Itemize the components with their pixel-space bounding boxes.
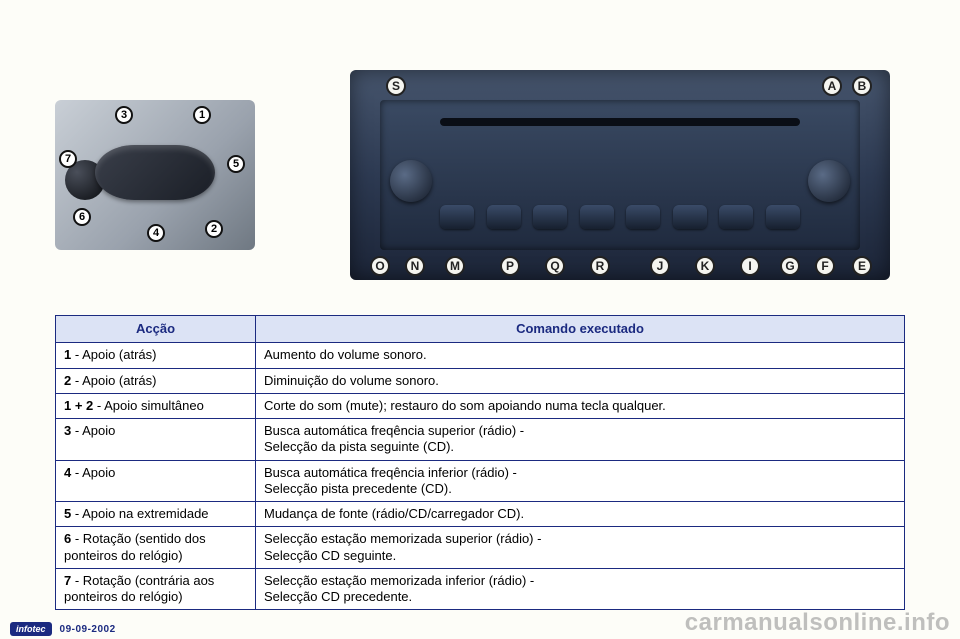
action-text: - Apoio (atrás) — [71, 347, 156, 362]
action-text: - Apoio — [71, 423, 115, 438]
cell-action: 3 - Apoio — [56, 419, 256, 461]
action-text: - Rotação (sentido dos ponteiros do reló… — [64, 531, 206, 562]
radio-diagram-wrap: S A B O N M P Q R J K I G F E — [320, 70, 920, 280]
preset-button — [487, 205, 521, 229]
cell-command: Mudança de fonte (rádio/CD/carregador CD… — [256, 502, 905, 527]
stalk-num-3: 3 — [115, 106, 133, 124]
action-text: - Apoio (atrás) — [71, 373, 156, 388]
preset-button — [533, 205, 567, 229]
table-body: 1 - Apoio (atrás) Aumento do volume sono… — [56, 343, 905, 610]
table-row: 6 - Rotação (sentido dos ponteiros do re… — [56, 527, 905, 569]
cell-command: Selecção estação memorizada inferior (rá… — [256, 568, 905, 610]
cd-slot — [440, 118, 800, 126]
footer-date: 09-09-2002 — [60, 624, 116, 635]
table-row: 1 + 2 - Apoio simultâneo Corte do som (m… — [56, 393, 905, 418]
cell-command: Busca automática freqência superior (rád… — [256, 419, 905, 461]
callout-S: S — [386, 76, 406, 96]
stalk-num-4: 4 — [147, 224, 165, 242]
preset-button — [626, 205, 660, 229]
callout-K: K — [695, 256, 715, 276]
header-action: Acção — [56, 316, 256, 343]
stalk-diagram-wrap: 3 1 5 7 6 4 2 — [40, 100, 270, 250]
callout-F: F — [815, 256, 835, 276]
action-text: - Apoio simultâneo — [93, 398, 204, 413]
table-row: 1 - Apoio (atrás) Aumento do volume sono… — [56, 343, 905, 368]
table-row: 5 - Apoio na extremidade Mudança de font… — [56, 502, 905, 527]
cell-command: Diminuição do volume sonoro. — [256, 368, 905, 393]
cell-command: Aumento do volume sonoro. — [256, 343, 905, 368]
right-dial — [808, 160, 850, 202]
stalk-num-7: 7 — [59, 150, 77, 168]
callout-B: B — [852, 76, 872, 96]
command-table-wrap: Acção Comando executado 1 - Apoio (atrás… — [55, 315, 905, 610]
cell-action: 7 - Rotação (contrária aos ponteiros do … — [56, 568, 256, 610]
callout-Q: Q — [545, 256, 565, 276]
table-header-row: Acção Comando executado — [56, 316, 905, 343]
preset-button — [673, 205, 707, 229]
action-text: - Apoio — [71, 465, 115, 480]
cell-action: 2 - Apoio (atrás) — [56, 368, 256, 393]
watermark: carmanualsonline.info — [685, 609, 950, 637]
page: 3 1 5 7 6 4 2 — [0, 0, 960, 639]
table-row: 2 - Apoio (atrás) Diminuição do volume s… — [56, 368, 905, 393]
callout-M: M — [445, 256, 465, 276]
cell-command: Busca automática freqência inferior (rád… — [256, 460, 905, 502]
callout-G: G — [780, 256, 800, 276]
cell-action: 1 - Apoio (atrás) — [56, 343, 256, 368]
stalk-num-2: 2 — [205, 220, 223, 238]
preset-button — [719, 205, 753, 229]
cell-action: 1 + 2 - Apoio simultâneo — [56, 393, 256, 418]
callout-A: A — [822, 76, 842, 96]
header-command: Comando executado — [256, 316, 905, 343]
stalk-num-5: 5 — [227, 155, 245, 173]
stalk-num-1: 1 — [193, 106, 211, 124]
table-row: 7 - Rotação (contrária aos ponteiros do … — [56, 568, 905, 610]
preset-button — [580, 205, 614, 229]
preset-button-row — [440, 205, 800, 235]
stalk-num-6: 6 — [73, 208, 91, 226]
cell-command: Selecção estação memorizada superior (rá… — [256, 527, 905, 569]
radio-diagram: S A B O N M P Q R J K I G F E — [350, 70, 890, 280]
action-key: 1 + 2 — [64, 398, 93, 413]
preset-button — [440, 205, 474, 229]
radio-face — [380, 100, 860, 250]
action-text: - Rotação (contrária aos ponteiros do re… — [64, 573, 214, 604]
command-table: Acção Comando executado 1 - Apoio (atrás… — [55, 315, 905, 610]
table-row: 4 - Apoio Busca automática freqência inf… — [56, 460, 905, 502]
cell-command: Corte do som (mute); restauro do som apo… — [256, 393, 905, 418]
infotec-badge: infotec — [10, 622, 52, 636]
preset-button — [766, 205, 800, 229]
diagram-row: 3 1 5 7 6 4 2 — [0, 0, 960, 300]
cell-action: 6 - Rotação (sentido dos ponteiros do re… — [56, 527, 256, 569]
callout-N: N — [405, 256, 425, 276]
cell-action: 5 - Apoio na extremidade — [56, 502, 256, 527]
callout-E: E — [852, 256, 872, 276]
stalk-body — [95, 145, 215, 200]
callout-I: I — [740, 256, 760, 276]
callout-R: R — [590, 256, 610, 276]
callout-O: O — [370, 256, 390, 276]
callout-J: J — [650, 256, 670, 276]
left-dial — [390, 160, 432, 202]
cell-action: 4 - Apoio — [56, 460, 256, 502]
action-text: - Apoio na extremidade — [71, 506, 208, 521]
stalk-diagram: 3 1 5 7 6 4 2 — [55, 100, 255, 250]
table-row: 3 - Apoio Busca automática freqência sup… — [56, 419, 905, 461]
callout-P: P — [500, 256, 520, 276]
